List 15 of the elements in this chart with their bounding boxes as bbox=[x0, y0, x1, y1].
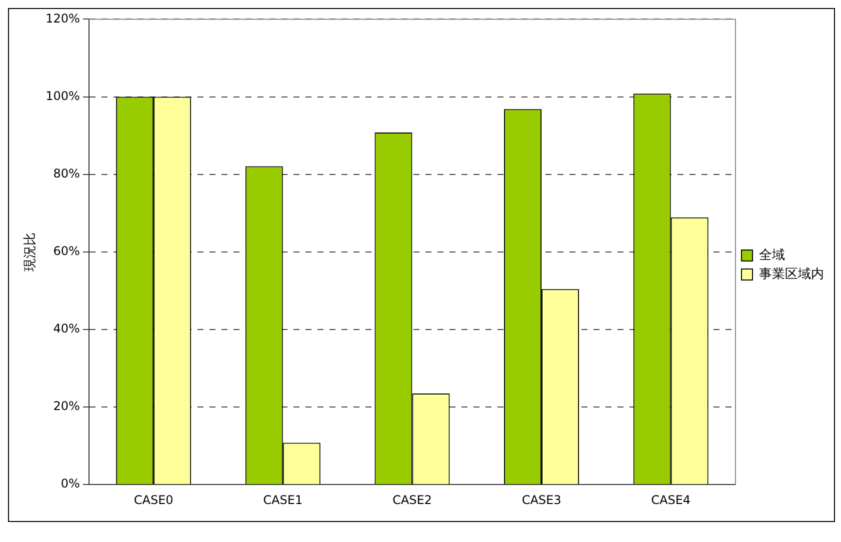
y-tick-label: 100% bbox=[46, 88, 80, 103]
legend-label: 全域 bbox=[759, 248, 785, 263]
y-tick-label: 40% bbox=[53, 322, 80, 336]
y-axis-title: 現況比 bbox=[23, 232, 38, 272]
legend-label: 事業区域内 bbox=[759, 266, 824, 282]
y-tick-label: 80% bbox=[53, 166, 80, 180]
x-tick-label: CASE3 bbox=[522, 492, 562, 507]
y-tick-label: 20% bbox=[53, 399, 80, 414]
x-tick-label: CASE2 bbox=[392, 492, 432, 507]
y-tick-label: 60% bbox=[53, 244, 80, 258]
x-tick-label: CASE1 bbox=[263, 492, 303, 507]
y-tick-label: 0% bbox=[60, 476, 80, 491]
y-tick-label: 120% bbox=[46, 11, 80, 26]
x-tick-label: CASE0 bbox=[134, 492, 174, 507]
x-tick-label: CASE4 bbox=[651, 492, 691, 507]
